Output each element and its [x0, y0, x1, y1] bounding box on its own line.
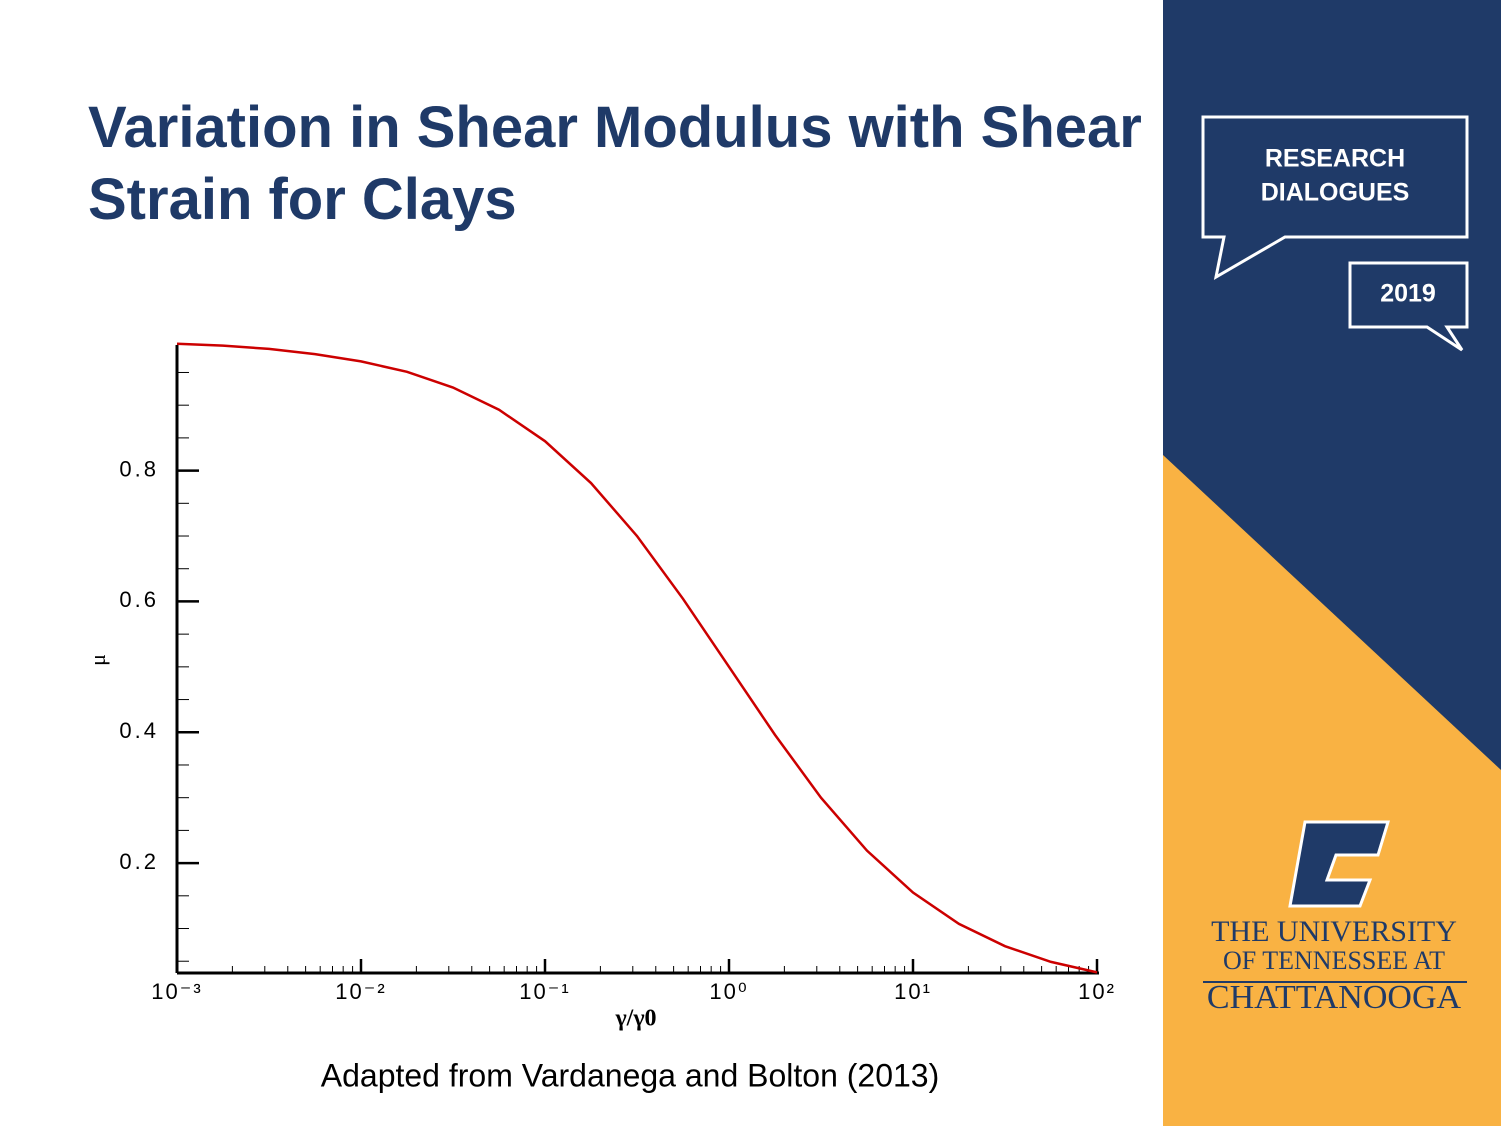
- speech-bubble: [1201, 115, 1469, 280]
- university-name: OF TENNESSEE AT: [1223, 946, 1445, 975]
- x-tick-label: 10²: [1078, 979, 1116, 1004]
- event-name: RESEARCH: [1265, 145, 1405, 173]
- data-line: [176, 342, 1098, 974]
- university-name: CHATTANOOGA: [1207, 979, 1462, 1016]
- x-tick-label: 10⁻³: [151, 979, 202, 1004]
- y-tick-label: 0.8: [119, 456, 159, 481]
- title-box: Variation in Shear Modulus with Shear St…: [88, 95, 1142, 232]
- university-logo: [1288, 820, 1391, 908]
- slide-title: Variation in Shear Modulus with Shear St…: [88, 95, 1142, 232]
- y-tick-label: 0.2: [119, 849, 159, 874]
- x-tick-label: 10⁻²: [335, 979, 386, 1004]
- x-axis-label: γ/γ0: [614, 1006, 656, 1032]
- event-name: DIALOGUES: [1261, 179, 1410, 207]
- y-tick-label: 0.4: [119, 718, 159, 743]
- x-tick-label: 10⁻¹: [519, 979, 570, 1004]
- y-axis-label: μ: [85, 654, 110, 666]
- y-tick-label: 0.6: [119, 587, 159, 612]
- x-tick-label: 10¹: [894, 979, 932, 1004]
- event-year: 2019: [1380, 280, 1436, 308]
- speech-bubble: [1348, 261, 1469, 352]
- source-note: Adapted from Vardanega and Bolton (2013): [321, 1057, 940, 1093]
- x-tick-label: 10⁰: [709, 979, 748, 1004]
- sidebar-accent: [1163, 455, 1501, 1126]
- university-name: THE UNIVERSITY: [1211, 915, 1457, 948]
